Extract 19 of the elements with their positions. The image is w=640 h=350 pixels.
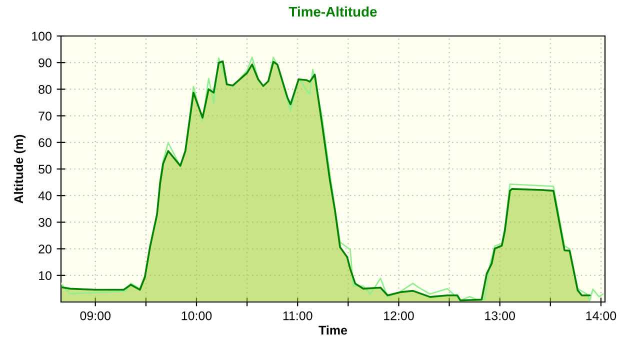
- y-tick-label: 40: [38, 191, 52, 200]
- y-tick-label: 70: [38, 112, 52, 120]
- y-axis-title: Altitude (m): [14, 134, 26, 204]
- y-tick-label: 10: [39, 271, 52, 280]
- y-tick-label: 50: [38, 164, 52, 174]
- x-tick-label: 11:00: [283, 311, 312, 320]
- x-axis-title: Time: [318, 325, 348, 335]
- y-tick-label: 60: [38, 138, 52, 148]
- chart-title: Time-Altitude: [288, 6, 377, 17]
- x-tick-label: 09:00: [80, 311, 111, 320]
- y-tick-label: 30: [38, 218, 52, 227]
- y-tick-label: 80: [38, 85, 52, 94]
- y-tick-label: 90: [38, 58, 52, 68]
- x-tick-label: 12:00: [384, 311, 414, 320]
- y-tick-label: 20: [38, 244, 52, 254]
- x-tick-label: 10:00: [182, 311, 212, 320]
- x-tick-label: 14:00: [586, 311, 616, 320]
- x-tick-label: 13:00: [485, 311, 515, 320]
- y-tick-label: 100: [32, 32, 52, 41]
